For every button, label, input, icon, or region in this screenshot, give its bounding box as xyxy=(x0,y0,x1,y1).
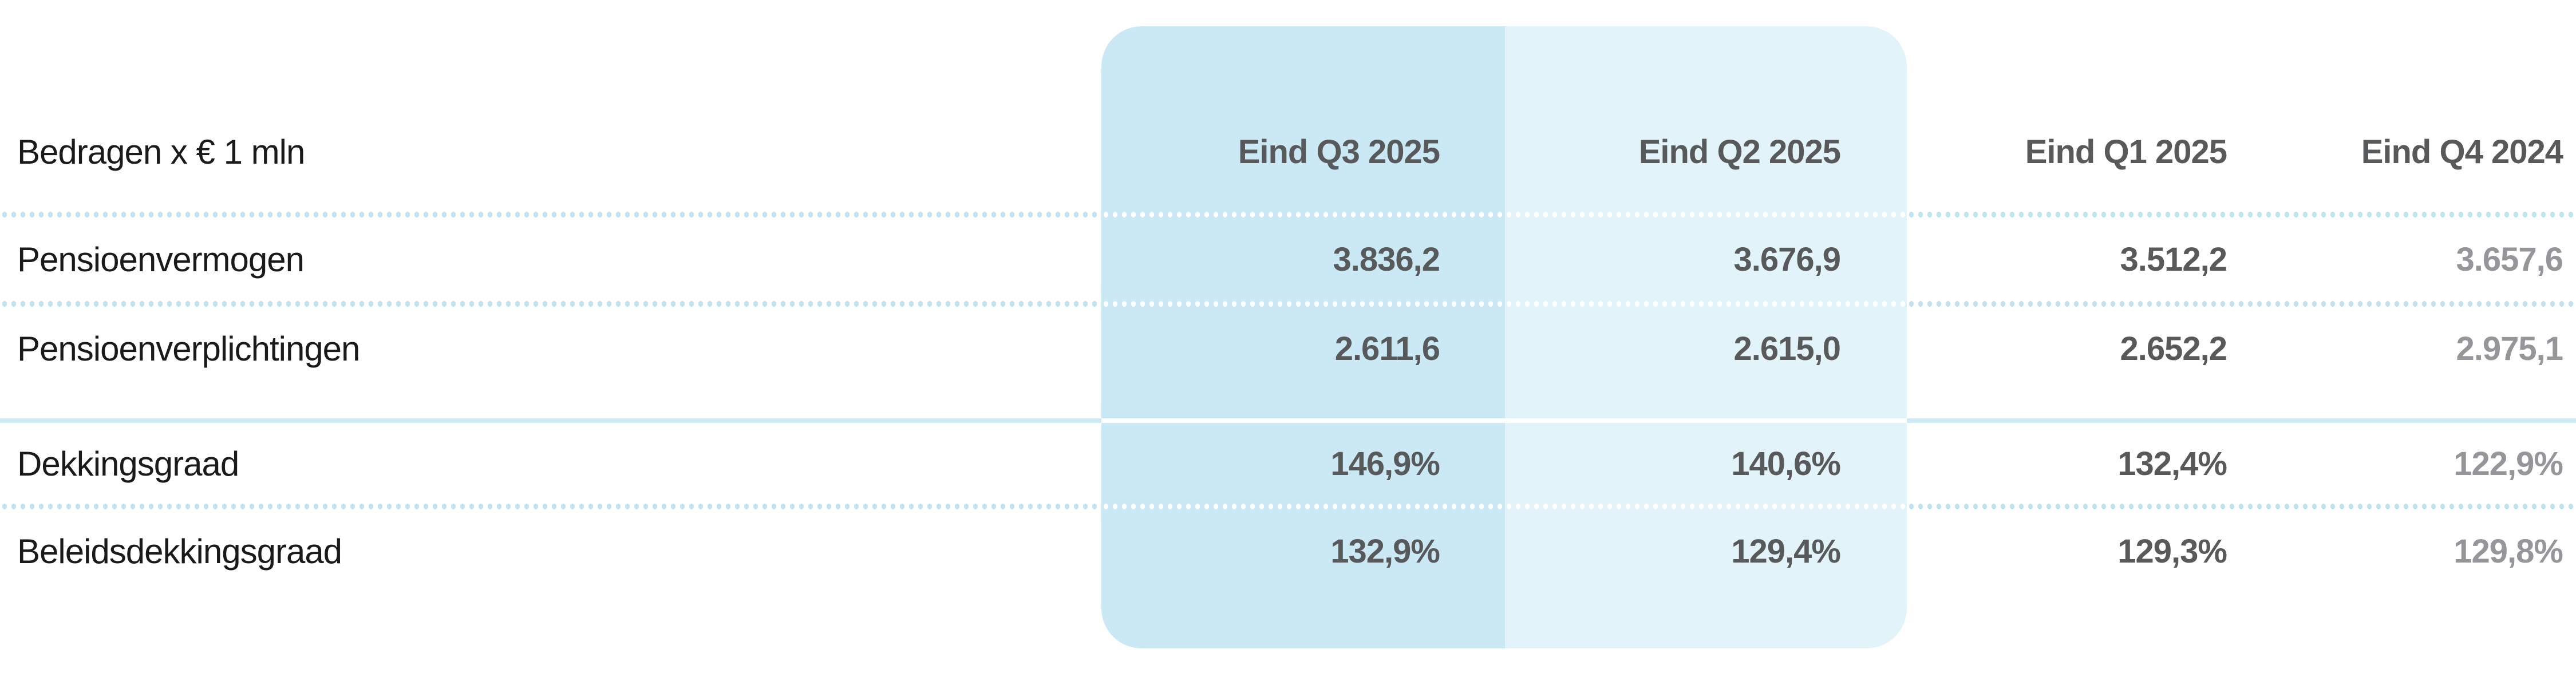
divider-segment xyxy=(0,504,1101,509)
row-label: Beleidsdekkingsgraad xyxy=(17,532,342,571)
value-q2-2025: 129,4% xyxy=(1731,532,1841,570)
divider-segment xyxy=(1101,504,1907,509)
row-divider-dotted xyxy=(0,504,2576,509)
value-q3-2025: 2.611,6 xyxy=(1334,330,1440,367)
divider-segment xyxy=(1907,212,2576,217)
highlight-column-q3-2025 xyxy=(1101,26,1505,648)
value-q3-2025: 3.836,2 xyxy=(1333,240,1440,278)
divider-segment xyxy=(0,301,1101,307)
column-header-q4-2024: Eind Q4 2024 xyxy=(2361,133,2563,171)
value-q1-2025: 2.652,2 xyxy=(2120,330,2227,367)
table-row: Dekkingsgraad 146,9% 140,6% 132,4% 122,9… xyxy=(0,421,2576,506)
column-header-q3-2025: Eind Q3 2025 xyxy=(1238,133,1440,171)
unit-label: Bedragen x € 1 mln xyxy=(17,132,305,171)
divider-segment xyxy=(1101,301,1907,307)
value-q4-2024: 3.657,6 xyxy=(2456,240,2563,278)
value-q4-2024: 122,9% xyxy=(2453,445,2563,482)
divider-segment xyxy=(1907,301,2576,307)
row-label: Pensioenvermogen xyxy=(17,240,305,279)
value-q1-2025: 3.512,2 xyxy=(2120,240,2227,278)
divider-segment xyxy=(0,212,1101,217)
value-q1-2025: 129,3% xyxy=(2117,532,2227,570)
divider-segment xyxy=(0,418,1101,423)
value-q4-2024: 129,8% xyxy=(2453,532,2563,570)
value-q3-2025: 132,9% xyxy=(1330,532,1440,570)
divider-segment xyxy=(1907,504,2576,509)
row-label: Pensioenverplichtingen xyxy=(17,329,360,368)
highlight-column-q2-2025 xyxy=(1505,26,1907,648)
value-q2-2025: 140,6% xyxy=(1731,445,1841,482)
row-label: Dekkingsgraad xyxy=(17,445,239,483)
row-divider-dotted xyxy=(0,301,2576,307)
divider-segment xyxy=(1101,212,1907,217)
value-q4-2024: 2.975,1 xyxy=(2456,330,2563,367)
divider-segment xyxy=(1907,418,2576,423)
row-divider-dotted xyxy=(0,212,2576,217)
value-q2-2025: 3.676,9 xyxy=(1733,240,1841,278)
table-row: Pensioenvermogen 3.836,2 3.676,9 3.512,2… xyxy=(0,215,2576,304)
section-divider-solid xyxy=(0,418,2576,423)
value-q1-2025: 132,4% xyxy=(2117,445,2227,482)
value-q3-2025: 146,9% xyxy=(1330,445,1440,482)
table-header-row: Bedragen x € 1 mln Eind Q3 2025 Eind Q2 … xyxy=(0,103,2576,200)
table-row: Beleidsdekkingsgraad 132,9% 129,4% 129,3… xyxy=(0,506,2576,596)
column-header-q1-2025: Eind Q1 2025 xyxy=(2025,133,2227,171)
column-header-q2-2025: Eind Q2 2025 xyxy=(1638,133,1841,171)
divider-segment xyxy=(1101,418,1907,423)
table-row: Pensioenverplichtingen 2.611,6 2.615,0 2… xyxy=(0,304,2576,393)
value-q2-2025: 2.615,0 xyxy=(1733,330,1841,367)
